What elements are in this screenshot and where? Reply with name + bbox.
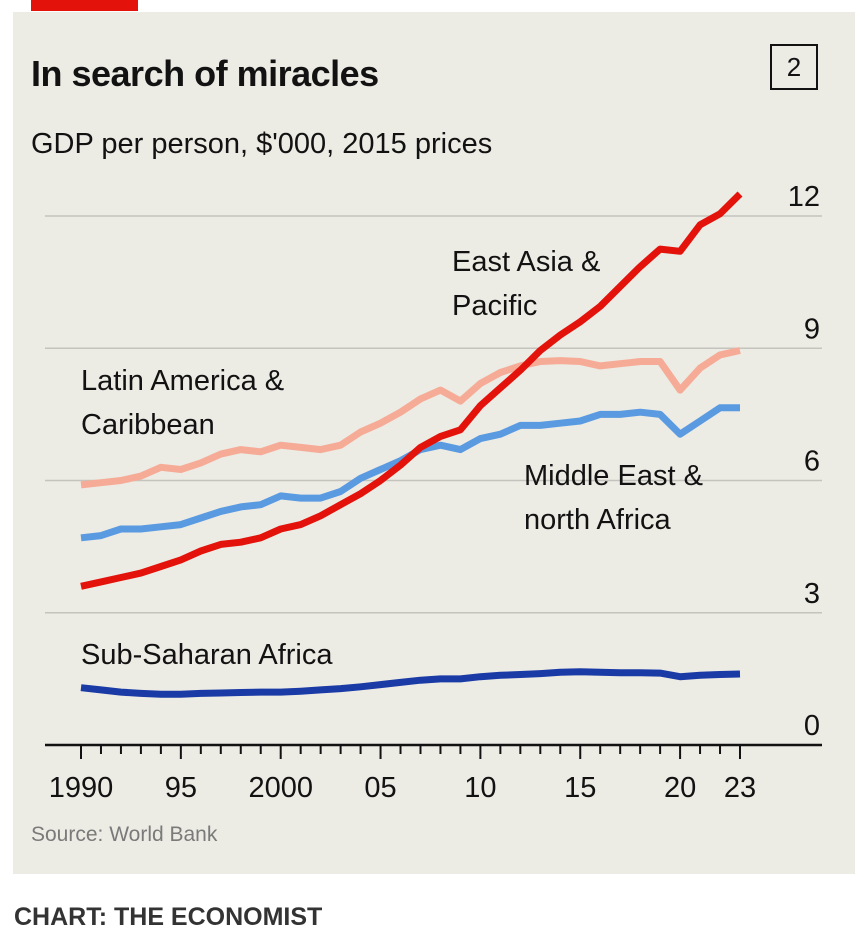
chart-subtitle: GDP per person, $'000, 2015 prices: [31, 128, 493, 160]
series-label-line: Latin America &: [81, 365, 284, 397]
x-tick-label: 1990: [49, 772, 114, 804]
source-note: Source: World Bank: [31, 823, 218, 846]
chart-title: In search of miracles: [31, 53, 379, 94]
x-tick-label: 23: [724, 772, 756, 804]
series-label-line: Pacific: [452, 290, 537, 322]
series-label-line: Middle East &: [524, 460, 703, 492]
x-tick-label: 15: [564, 772, 596, 804]
series-label-line: north Africa: [524, 504, 672, 536]
series-line-ssa: [80, 668, 741, 698]
series-label-line: Caribbean: [81, 409, 215, 441]
line-chart: Latin America & Caribbean Middle East & nor…: [45, 181, 822, 804]
chart-credit: CHART: THE ECONOMIST: [14, 903, 323, 931]
x-tick-label: 05: [364, 772, 396, 804]
series-labels: Latin America & Caribbean Middle East & nor…: [81, 246, 703, 671]
series-label-line: East Asia &: [452, 246, 600, 278]
y-tick-label: 6: [804, 446, 820, 478]
gridlines: [45, 215, 822, 614]
x-tick-label: 95: [165, 772, 197, 804]
y-tick-label: 0: [804, 710, 820, 742]
axes: 0 3 6 9 12 1990 95 2000 05 10 15 20 23: [45, 181, 822, 804]
x-tick-label: 10: [464, 772, 496, 804]
series-lines: [80, 191, 743, 698]
y-tick-label: 12: [788, 181, 820, 213]
series-label-mena: Middle East & north Africa: [524, 460, 703, 536]
x-tick-label: 20: [664, 772, 696, 804]
series-line-latin: [80, 347, 741, 489]
x-tick-label: 2000: [248, 772, 313, 804]
y-tick-label: 3: [804, 578, 820, 610]
red-accent-tag: [31, 0, 138, 11]
series-label-eastasia: East Asia & Pacific: [452, 246, 600, 322]
series-label-latin: Latin America & Caribbean: [81, 365, 284, 441]
series-label-ssa: Sub-Saharan Africa: [81, 639, 333, 671]
chart-number-badge: 2: [770, 44, 818, 90]
series-line-eastasia: [80, 191, 743, 590]
series-label-line: Sub-Saharan Africa: [81, 639, 333, 671]
y-tick-label: 9: [804, 313, 820, 345]
